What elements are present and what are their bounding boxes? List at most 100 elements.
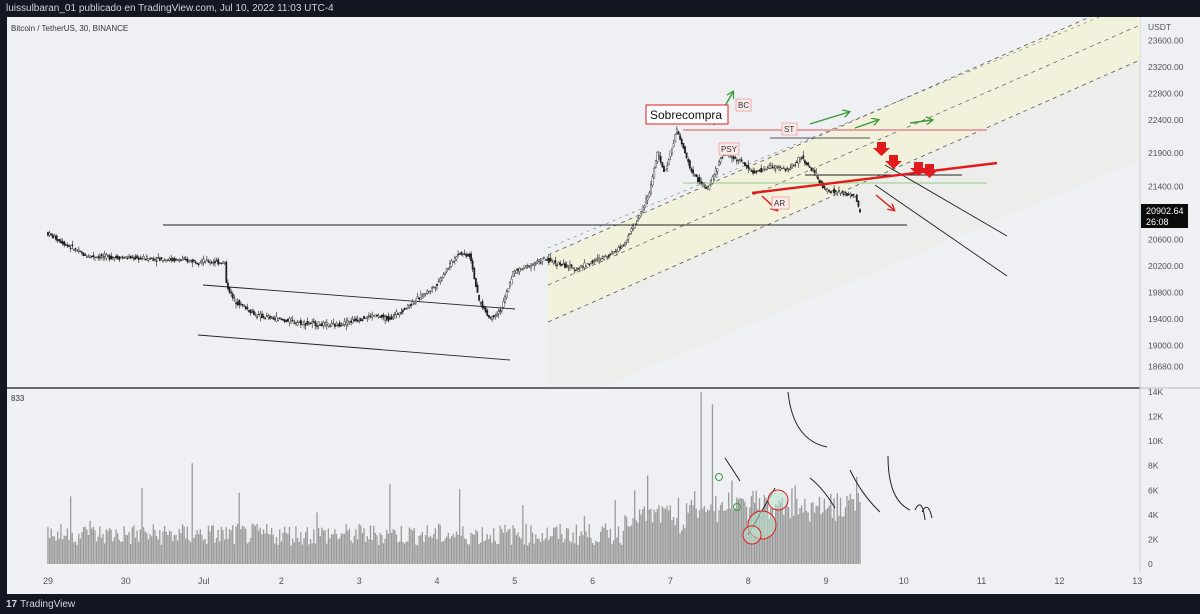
candle-body bbox=[847, 193, 850, 195]
volume-bar bbox=[384, 538, 386, 564]
volume-bar bbox=[269, 534, 271, 564]
volume-bar bbox=[189, 542, 192, 564]
sobrecompra-label: Sobrecompra bbox=[650, 108, 722, 122]
time-tick-label: 6 bbox=[590, 576, 595, 586]
candle-body bbox=[828, 189, 831, 192]
candle-body bbox=[855, 194, 858, 202]
volume-bar bbox=[254, 526, 257, 564]
candle-body bbox=[322, 322, 325, 326]
candle-body bbox=[277, 318, 280, 321]
time-tick-label: 3 bbox=[357, 576, 362, 586]
volume-curve bbox=[914, 504, 926, 521]
candlestick-series[interactable] bbox=[47, 126, 861, 331]
candle-body bbox=[744, 162, 746, 166]
volume-bar bbox=[232, 525, 234, 564]
volume-bar bbox=[48, 537, 51, 564]
volume-bar bbox=[253, 524, 255, 564]
candle-body bbox=[163, 259, 166, 261]
volume-bar bbox=[475, 529, 477, 564]
volume-bar bbox=[74, 541, 77, 564]
candle-body bbox=[329, 325, 331, 327]
volume-bar bbox=[94, 530, 96, 564]
volume-bar bbox=[55, 540, 57, 564]
candle-body bbox=[742, 162, 745, 164]
volume-bar bbox=[569, 541, 571, 564]
volume-bar bbox=[97, 536, 99, 564]
volume-bar bbox=[120, 541, 122, 564]
candle-body bbox=[562, 263, 565, 265]
candle-body bbox=[471, 260, 474, 270]
volume-bar bbox=[851, 498, 853, 564]
candle-body bbox=[494, 315, 497, 317]
volume-bar bbox=[616, 537, 618, 564]
volume-bar bbox=[580, 531, 582, 564]
time-tick-label: 29 bbox=[43, 576, 53, 586]
volume-bar bbox=[343, 533, 346, 564]
candle-body bbox=[95, 256, 98, 259]
candle-body bbox=[839, 192, 842, 195]
volume-bar bbox=[621, 545, 623, 564]
candle-body bbox=[518, 267, 521, 273]
consolidation-upper-line[interactable] bbox=[202, 284, 516, 310]
volume-bar bbox=[480, 542, 482, 564]
time-scale[interactable] bbox=[7, 572, 1200, 594]
candle-body bbox=[468, 253, 471, 257]
candle-body bbox=[377, 315, 380, 318]
channel-mid-line[interactable] bbox=[547, 24, 1140, 286]
candle-body bbox=[732, 156, 735, 160]
volume-bars[interactable] bbox=[47, 392, 861, 564]
volume-bar bbox=[360, 525, 362, 564]
candle-body bbox=[393, 313, 396, 316]
volume-bar bbox=[812, 502, 814, 564]
volume-bar bbox=[220, 526, 223, 564]
volume-bar bbox=[76, 544, 78, 564]
volume-bar bbox=[600, 531, 602, 564]
candle-body bbox=[338, 322, 341, 327]
candle-body bbox=[693, 174, 696, 176]
red-trendline[interactable] bbox=[751, 161, 998, 195]
candle-body bbox=[178, 259, 181, 262]
volume-bar bbox=[833, 498, 835, 564]
volume-bar bbox=[264, 533, 266, 564]
volume-bar bbox=[319, 536, 321, 564]
descending-line-2[interactable] bbox=[874, 184, 1008, 277]
last-price-tag[interactable] bbox=[1141, 204, 1188, 228]
volume-bar bbox=[838, 515, 840, 564]
volume-bar bbox=[241, 525, 244, 564]
volume-bar bbox=[854, 510, 856, 564]
price-scale[interactable] bbox=[1140, 17, 1200, 572]
green-arrow bbox=[854, 120, 878, 129]
volume-bar bbox=[316, 512, 318, 564]
descending-line-1[interactable] bbox=[884, 164, 1008, 237]
candle-body bbox=[588, 263, 591, 266]
volume-bar bbox=[669, 505, 671, 564]
candle-body bbox=[664, 169, 667, 171]
candle-body bbox=[625, 239, 628, 243]
candle-body bbox=[453, 257, 456, 262]
volume-bar bbox=[804, 498, 806, 564]
volume-bar bbox=[61, 539, 64, 564]
channel-inner-line[interactable] bbox=[547, 17, 1140, 249]
volume-bar bbox=[292, 538, 294, 564]
volume-bar bbox=[201, 534, 203, 564]
volume-bar bbox=[154, 529, 156, 564]
candle-body bbox=[787, 168, 790, 170]
volume-bar bbox=[270, 528, 273, 564]
candle-body bbox=[556, 264, 558, 267]
volume-bar bbox=[402, 542, 404, 564]
channel-upper-line[interactable] bbox=[547, 17, 1140, 256]
volume-bar bbox=[198, 533, 200, 564]
candle-body bbox=[802, 155, 805, 159]
volume-tick-label: 6K bbox=[1148, 485, 1159, 495]
channel-lower-line[interactable] bbox=[547, 59, 1140, 323]
volume-bar bbox=[612, 540, 615, 564]
volume-bar bbox=[91, 528, 93, 564]
volume-bar bbox=[321, 527, 323, 564]
volume-bar bbox=[674, 525, 676, 564]
volume-bar bbox=[562, 542, 565, 564]
candle-body bbox=[426, 290, 429, 294]
candle-body bbox=[408, 305, 411, 308]
chart-canvas[interactable]: Bitcoin / TetherUS, 30, BINANCE 833 USDT… bbox=[0, 17, 1200, 595]
consolidation-lower-line[interactable] bbox=[197, 334, 511, 361]
volume-bar bbox=[366, 536, 368, 564]
